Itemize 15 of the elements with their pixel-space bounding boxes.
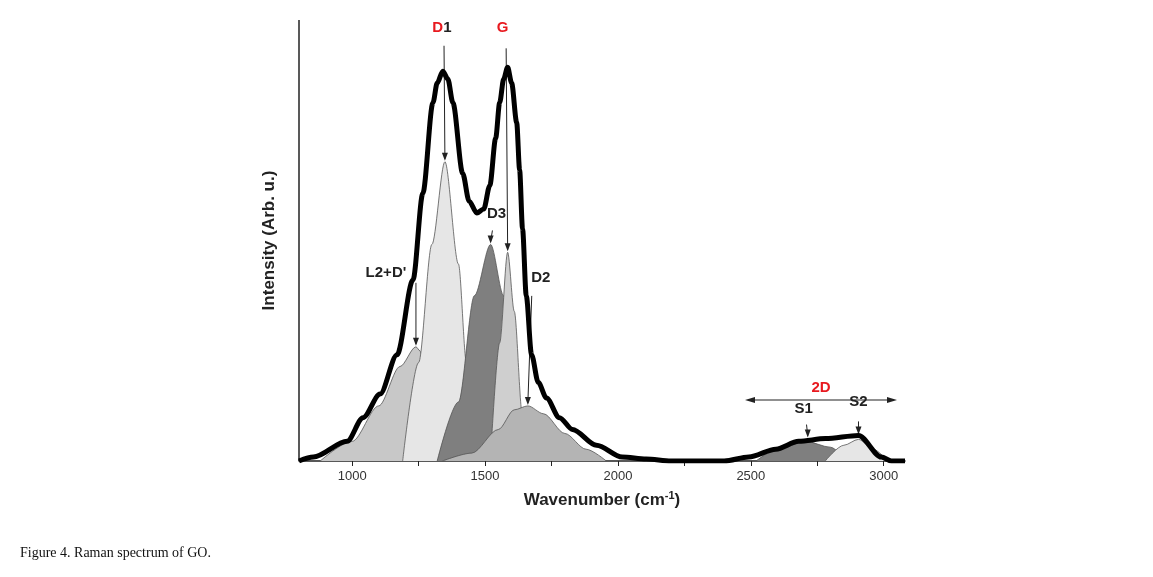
- annotation: D2: [531, 267, 551, 285]
- annotation: S1: [794, 398, 813, 416]
- annotation: S2: [849, 392, 868, 410]
- x-tick-label: 1000: [337, 468, 367, 483]
- x-tick-label: 1500: [470, 468, 500, 483]
- annotation: 2D: [811, 378, 831, 395]
- caption: Figure 4. Raman spectrum of GO.: [20, 544, 211, 560]
- annotation: G: [496, 18, 509, 36]
- y-axis-title: Intensity (Arb. u.): [258, 170, 278, 311]
- x-tick-label: 2000: [603, 468, 633, 483]
- annotation: D1: [432, 17, 452, 35]
- annotation: D3: [487, 204, 507, 222]
- x-tick-label: 3000: [869, 468, 899, 483]
- x-tick-label: 2500: [736, 468, 766, 483]
- annotation: L2+D': [365, 262, 407, 280]
